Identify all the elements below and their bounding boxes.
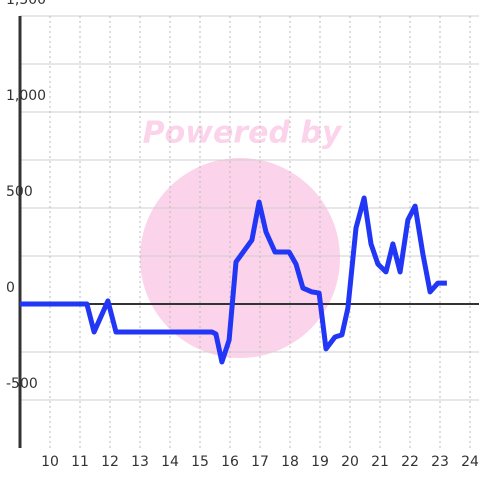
y-tick-label: 1,000 — [6, 88, 46, 104]
x-tick-label: 14 — [161, 454, 179, 470]
x-tick-label: 11 — [71, 454, 89, 470]
y-tick-label: 1,500 — [6, 0, 46, 8]
x-tick-label: 23 — [431, 454, 449, 470]
y-tick-label: 0 — [6, 280, 15, 296]
data-line — [20, 195, 447, 365]
x-tick-label: 20 — [341, 454, 359, 470]
x-tick-label: 12 — [101, 454, 119, 470]
x-tick-label: 17 — [251, 454, 269, 470]
x-tick-label: 16 — [221, 454, 239, 470]
watermark: Powered by — [143, 116, 343, 151]
x-tick-label: 18 — [281, 454, 299, 470]
x-tick-label: 19 — [311, 454, 329, 470]
x-tick-label: 13 — [131, 454, 149, 470]
x-tick-label: 22 — [401, 454, 419, 470]
y-tick-label: -500 — [6, 376, 38, 392]
x-tick-label: 10 — [41, 454, 59, 470]
x-tick-label: 24 — [461, 454, 479, 470]
x-tick-label: 21 — [371, 454, 389, 470]
x-tick-label: 15 — [191, 454, 209, 470]
